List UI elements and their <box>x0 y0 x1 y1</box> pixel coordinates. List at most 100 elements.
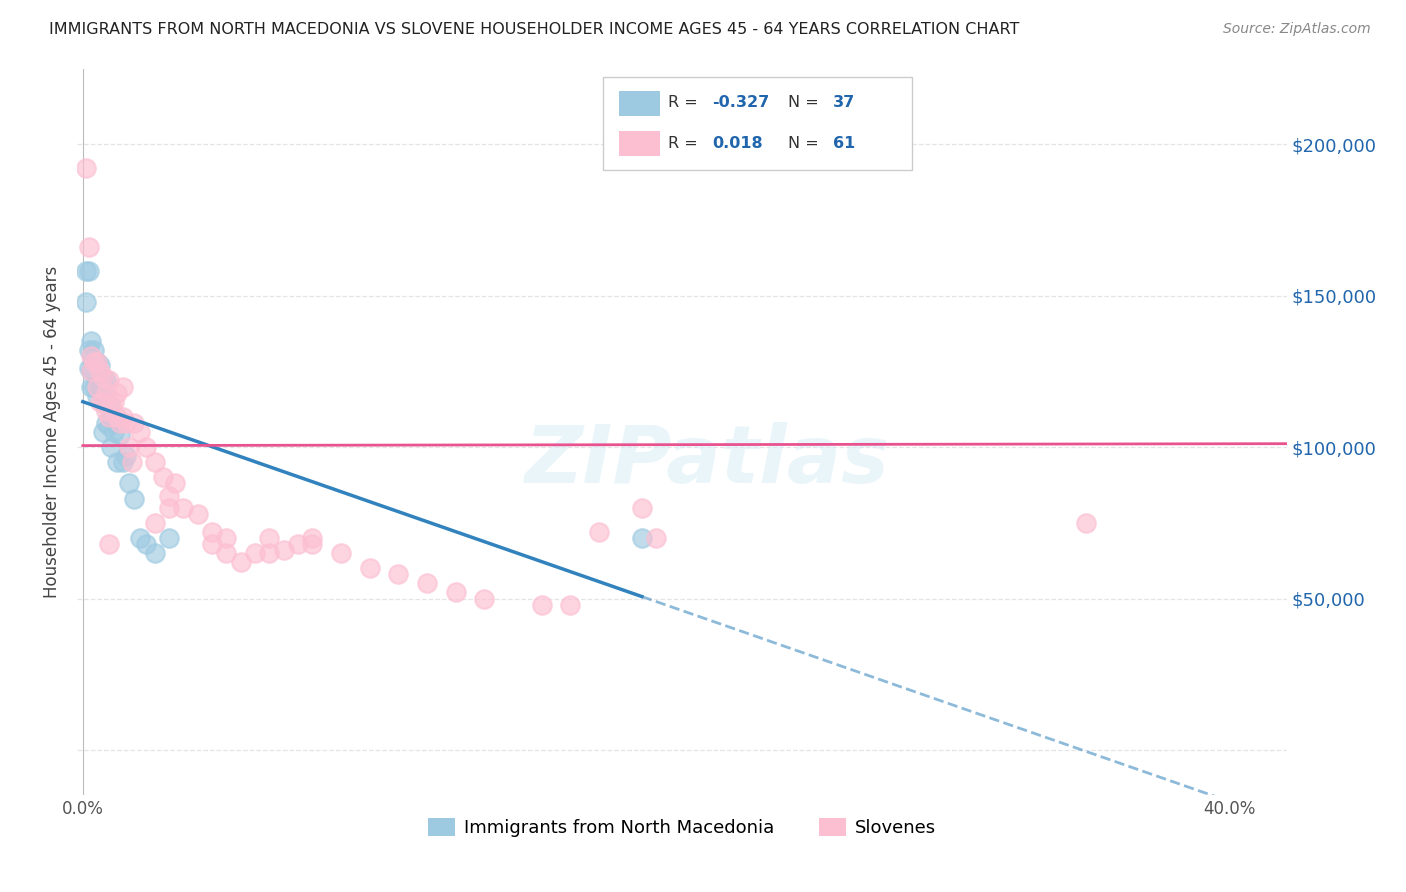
Point <box>111 409 134 424</box>
Point <box>114 416 136 430</box>
Point <box>108 416 131 430</box>
Point <box>201 537 224 551</box>
Point <box>359 561 381 575</box>
Point <box>114 449 136 463</box>
Point <box>75 161 97 176</box>
Text: Source: ZipAtlas.com: Source: ZipAtlas.com <box>1223 22 1371 37</box>
Point <box>89 364 111 378</box>
Point <box>157 500 180 515</box>
Point <box>105 385 128 400</box>
Point <box>86 379 108 393</box>
Point <box>80 364 103 378</box>
Text: R =: R = <box>668 136 697 151</box>
Y-axis label: Householder Income Ages 45 - 64 years: Householder Income Ages 45 - 64 years <box>44 266 60 598</box>
Point <box>257 546 280 560</box>
Point <box>83 355 105 369</box>
Point <box>472 591 495 606</box>
Point <box>94 385 117 400</box>
Point <box>287 537 309 551</box>
Point <box>645 531 668 545</box>
Text: 61: 61 <box>834 136 855 151</box>
Point <box>118 440 141 454</box>
Point <box>172 500 194 515</box>
Point <box>229 555 252 569</box>
Point <box>111 455 134 469</box>
Point <box>301 537 323 551</box>
Point <box>329 546 352 560</box>
Point <box>143 516 166 530</box>
Point <box>86 379 108 393</box>
Point <box>89 394 111 409</box>
Point <box>100 409 122 424</box>
Point <box>273 543 295 558</box>
Point <box>89 359 111 373</box>
Point <box>530 598 553 612</box>
Text: N =: N = <box>789 136 820 151</box>
Point <box>111 379 134 393</box>
Point <box>80 379 103 393</box>
Point <box>387 567 409 582</box>
Point <box>77 240 100 254</box>
Point <box>201 524 224 539</box>
Point <box>105 409 128 424</box>
Point <box>83 343 105 358</box>
Point <box>416 576 439 591</box>
Text: 37: 37 <box>834 95 855 111</box>
Point <box>129 425 152 439</box>
FancyBboxPatch shape <box>619 91 661 116</box>
Point <box>124 416 146 430</box>
Point <box>77 343 100 358</box>
Point <box>152 470 174 484</box>
Point <box>124 491 146 506</box>
Point <box>631 500 654 515</box>
Point <box>86 389 108 403</box>
Point <box>301 531 323 545</box>
Point <box>97 537 120 551</box>
Point <box>135 537 157 551</box>
Point <box>631 531 654 545</box>
Point <box>94 416 117 430</box>
Point <box>83 379 105 393</box>
Text: N =: N = <box>789 95 820 111</box>
Text: ZIPatlas: ZIPatlas <box>523 422 889 500</box>
Point <box>97 409 120 424</box>
Point <box>186 507 208 521</box>
Point <box>103 425 125 439</box>
Point <box>135 440 157 454</box>
Point <box>86 355 108 369</box>
Point <box>91 425 114 439</box>
Point <box>163 476 186 491</box>
Point <box>103 394 125 409</box>
Point <box>129 531 152 545</box>
Point <box>444 585 467 599</box>
Point <box>560 598 582 612</box>
Point <box>94 374 117 388</box>
Point <box>75 264 97 278</box>
Point <box>108 428 131 442</box>
Point <box>1076 516 1098 530</box>
Point <box>157 489 180 503</box>
Point <box>91 385 114 400</box>
Point <box>215 531 238 545</box>
Point <box>97 398 120 412</box>
Point <box>86 355 108 369</box>
Point <box>243 546 266 560</box>
Point <box>80 364 103 378</box>
Point <box>257 531 280 545</box>
Text: 0.018: 0.018 <box>713 136 763 151</box>
Point <box>143 546 166 560</box>
Point <box>91 374 114 388</box>
FancyBboxPatch shape <box>603 78 912 170</box>
Legend: Immigrants from North Macedonia, Slovenes: Immigrants from North Macedonia, Slovene… <box>420 811 943 845</box>
Point <box>121 455 143 469</box>
Point <box>97 374 120 388</box>
Text: R =: R = <box>668 95 697 111</box>
Point <box>75 294 97 309</box>
Point <box>80 349 103 363</box>
Text: IMMIGRANTS FROM NORTH MACEDONIA VS SLOVENE HOUSEHOLDER INCOME AGES 45 - 64 YEARS: IMMIGRANTS FROM NORTH MACEDONIA VS SLOVE… <box>49 22 1019 37</box>
Point <box>157 531 180 545</box>
Point <box>100 440 122 454</box>
Point <box>118 476 141 491</box>
Point <box>94 403 117 417</box>
Point <box>100 398 122 412</box>
